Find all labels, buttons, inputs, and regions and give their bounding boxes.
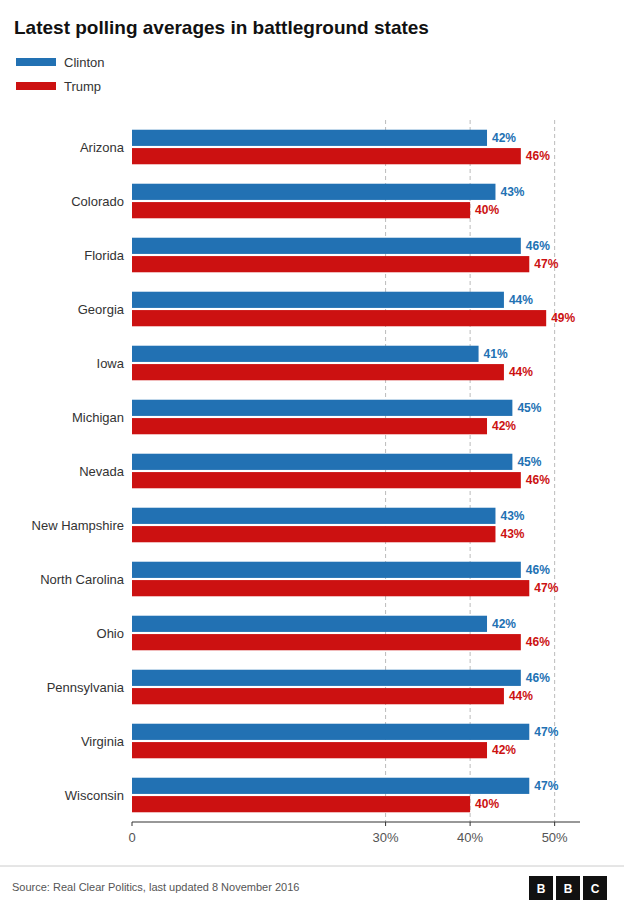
bar [132, 418, 487, 434]
category-label: Pennsylvania [47, 680, 125, 695]
bar [132, 202, 470, 218]
data-label: 46% [526, 239, 550, 253]
category-label: Wisconsin [65, 788, 124, 803]
data-label: 44% [509, 365, 533, 379]
bar [132, 670, 521, 686]
category-label: Florida [84, 248, 125, 263]
category-label: Arizona [80, 140, 125, 155]
category-label: North Carolina [40, 572, 125, 587]
data-label: 45% [517, 401, 541, 415]
tick-label: 50% [542, 830, 568, 845]
data-label: 43% [500, 509, 524, 523]
bar [132, 184, 495, 200]
legend: Clinton Trump [16, 55, 104, 94]
bar [132, 634, 521, 650]
bar [132, 364, 504, 380]
category-label: Georgia [78, 302, 125, 317]
data-label: 41% [484, 347, 508, 361]
tick-label: 30% [373, 830, 399, 845]
data-label: 43% [500, 185, 524, 199]
legend-entry: Clinton [64, 55, 104, 70]
bar [132, 256, 529, 272]
bar [132, 688, 504, 704]
bar [132, 508, 495, 524]
logo-box [583, 876, 607, 900]
data-label: 43% [500, 527, 524, 541]
bar [132, 724, 529, 740]
bar [132, 130, 487, 146]
data-label: 47% [534, 581, 558, 595]
data-label: 40% [475, 797, 499, 811]
category-label: Nevada [79, 464, 125, 479]
logo-box [529, 876, 553, 900]
bar [132, 526, 495, 542]
grid [386, 120, 555, 822]
data-label: 42% [492, 743, 516, 757]
legend-swatch [16, 58, 56, 66]
category-label: Michigan [72, 410, 124, 425]
bar [132, 310, 546, 326]
legend-swatch [16, 82, 56, 90]
data-label: 42% [492, 419, 516, 433]
bar [132, 616, 487, 632]
grid-line [385, 120, 386, 822]
category-label: Virginia [81, 734, 125, 749]
logo: BBC [529, 876, 607, 900]
data-label: 42% [492, 617, 516, 631]
logo-text: BBC [537, 882, 600, 896]
grid-line [554, 120, 555, 822]
data-label: 47% [534, 725, 558, 739]
bar [132, 562, 521, 578]
data-label: 46% [526, 473, 550, 487]
bar [132, 796, 470, 812]
bars [132, 130, 546, 813]
y-axis: Arizona Colorado Florida Georgia Iowa Michiga… [32, 140, 125, 803]
data-label: 46% [526, 563, 550, 577]
data-label: 47% [534, 779, 558, 793]
axis-line [132, 821, 580, 822]
data-labels: 42%46%43%40%46%47%44%49%41%44%45%42%45%4… [475, 131, 575, 811]
data-label: 49% [551, 311, 575, 325]
logo-box [556, 876, 580, 900]
bar [132, 346, 479, 362]
data-label: 44% [509, 689, 533, 703]
bar [132, 148, 521, 164]
bar [132, 292, 504, 308]
bar [132, 778, 529, 794]
data-label: 46% [526, 149, 550, 163]
grid-line [470, 120, 471, 822]
x-axis: 0 30% 40% 50% [128, 822, 568, 845]
category-label: Ohio [97, 626, 124, 641]
category-label: Colorado [71, 194, 124, 209]
source: Source: Real Clear Politics, last update… [12, 881, 299, 893]
category-label: New Hampshire [32, 518, 124, 533]
bar [132, 580, 529, 596]
bar [132, 238, 521, 254]
tick-label: 0 [128, 830, 135, 845]
bar [132, 742, 487, 758]
data-label: 46% [526, 635, 550, 649]
title: Latest polling averages in battleground … [14, 17, 429, 38]
bar [132, 472, 521, 488]
data-label: 47% [534, 257, 558, 271]
bar [132, 400, 512, 416]
chart: Latest polling averages in battleground … [0, 0, 624, 919]
tick-label: 40% [457, 830, 483, 845]
category-label: Iowa [97, 356, 125, 371]
data-label: 42% [492, 131, 516, 145]
data-label: 44% [509, 293, 533, 307]
data-label: 46% [526, 671, 550, 685]
data-label: 45% [517, 455, 541, 469]
separator [0, 866, 624, 867]
legend-entry: Trump [64, 79, 101, 94]
bar [132, 454, 512, 470]
data-label: 40% [475, 203, 499, 217]
